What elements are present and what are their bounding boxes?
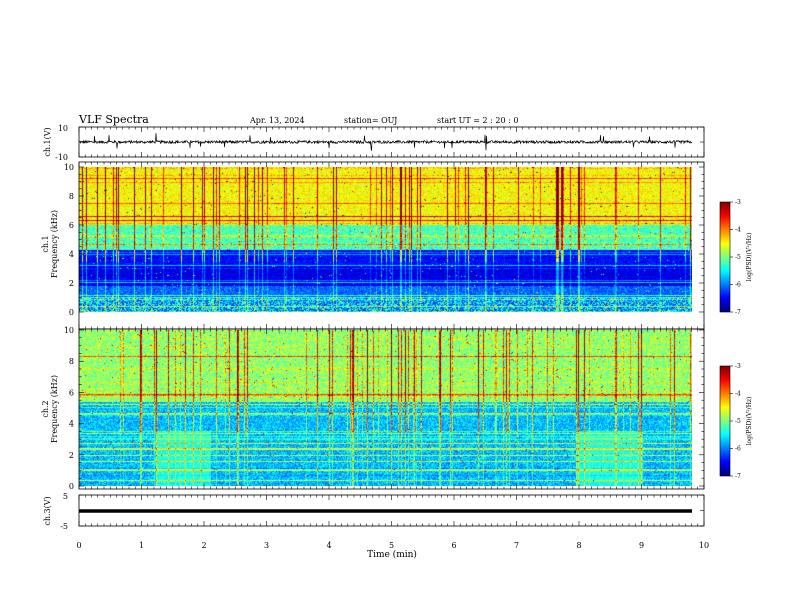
y-tick-label: 0 <box>69 482 74 491</box>
x-tick-label: 4 <box>326 541 331 550</box>
ch2-spec-ylabel-2: Frequency (kHz) <box>50 375 59 443</box>
ch1-spectrogram-image <box>79 167 692 312</box>
ch1-colorbar-label: log(PSD)(V²/Hz) <box>746 233 753 282</box>
colorbar-tick-label: -5 <box>735 418 741 425</box>
ch1-ylabel: ch.1(V) <box>43 127 52 156</box>
y-tick-label: 2 <box>69 279 74 288</box>
ch1-waveform-panel: 10 -10 ch.1(V) <box>43 124 705 162</box>
y-tick-label: 2 <box>69 451 74 460</box>
y-tick-label: 6 <box>69 388 74 397</box>
station-label: station= OUJ <box>344 116 397 125</box>
ch2-spectrogram-image <box>79 330 692 486</box>
colorbar-tick-label: -4 <box>735 227 741 234</box>
y-tick-label: 10 <box>64 163 74 172</box>
colorbar-tick-label: -3 <box>735 199 741 206</box>
x-tick-label: 8 <box>576 541 581 550</box>
x-tick-label: 3 <box>264 541 269 550</box>
time-axis-label: Time (min) <box>367 549 417 560</box>
figure-title: VLF Spectra <box>78 113 149 126</box>
start-time-label: start UT = 2 : 20 : 0 <box>437 116 518 125</box>
y-tick-label: 8 <box>69 357 74 366</box>
x-tick-label: 2 <box>201 541 206 550</box>
x-tick-label: 9 <box>639 541 644 550</box>
y-tick-label: 4 <box>69 420 74 429</box>
ch2-spectrogram-panel: 0 2 4 6 8 10 ch.2 Frequency (kHz) <box>41 326 705 491</box>
ch2-colorbar-label: log(PSD)(V²/Hz) <box>746 397 753 446</box>
colorbar-tick-label: -4 <box>735 391 741 398</box>
ch2-colorbar: -3 -4 -5 -6 -7 log(PSD)(V²/Hz) <box>719 363 753 480</box>
date-label: Apr. 13, 2024 <box>249 116 305 125</box>
time-axis-ticks: 0 1 2 3 4 5 6 7 8 9 10 <box>76 127 709 550</box>
ch1-spectrogram-panel: 0 2 4 6 8 10 ch.1 Frequency (kHz) <box>41 161 705 330</box>
ch1-colorbar-gradient <box>720 202 730 312</box>
colorbar-tick-label: -5 <box>735 254 741 261</box>
y-tick-label: 6 <box>69 221 74 230</box>
ch2-spec-ylabel-1: ch.2 <box>41 400 50 417</box>
x-tick-label: 6 <box>451 541 456 550</box>
x-tick-label: 1 <box>139 541 144 550</box>
x-tick-label: 10 <box>699 541 709 550</box>
ch3-panel: 5 -5 ch.3(V) <box>43 492 705 531</box>
y-tick-label: 4 <box>69 250 74 259</box>
ch1-colorbar: -3 -4 -5 -6 -7 log(PSD)(V²/Hz) <box>719 199 753 316</box>
ch1-ytick-top: 10 <box>58 124 68 133</box>
colorbar-tick-label: -3 <box>735 363 741 370</box>
colorbar-tick-label: -6 <box>735 282 741 289</box>
ch2-colorbar-gradient <box>720 366 730 476</box>
colorbar-tick-label: -7 <box>735 473 741 480</box>
ch1-waveform-trace <box>79 133 693 151</box>
ch1-spec-ylabel-2: Frequency (kHz) <box>50 210 59 278</box>
x-tick-label: 5 <box>389 541 394 550</box>
ch3-ytick-bottom: -5 <box>60 522 68 531</box>
x-tick-label: 0 <box>76 541 81 550</box>
x-tick-label: 7 <box>514 541 519 550</box>
ch1-spec-ylabel-1: ch.1 <box>41 235 50 252</box>
colorbar-tick-label: -7 <box>735 309 741 316</box>
colorbar-tick-label: -6 <box>735 446 741 453</box>
ch3-ytick-top: 5 <box>63 492 68 501</box>
ch1-ytick-bottom: -10 <box>55 153 68 162</box>
y-tick-label: 10 <box>64 326 74 335</box>
y-tick-label: 8 <box>69 192 74 201</box>
y-tick-label: 0 <box>69 308 74 317</box>
ch3-ylabel: ch.3(V) <box>43 496 52 525</box>
